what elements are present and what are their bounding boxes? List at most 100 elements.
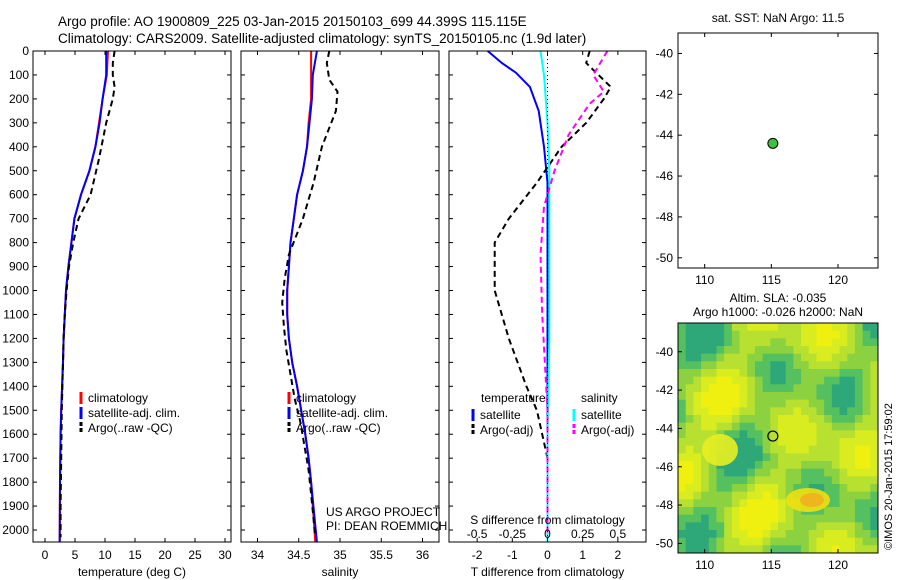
- sla-cell: [762, 507, 771, 516]
- sla-cell: [824, 445, 833, 454]
- difference-profile-xtick-label: 1: [579, 548, 586, 562]
- sla-cell: [701, 468, 710, 477]
- sla-cell: [870, 422, 878, 431]
- sla-cell: [831, 445, 841, 454]
- sla-cell: [831, 491, 841, 500]
- sla-cell: [762, 399, 771, 408]
- sla-cell: [816, 399, 825, 408]
- sla-cell: [762, 407, 771, 416]
- sla-cell: [739, 399, 748, 408]
- sla-cell: [870, 445, 878, 454]
- sla-cell: [831, 399, 841, 408]
- sla-cell: [854, 338, 864, 347]
- sla-cell: [731, 384, 741, 393]
- sla-cell: [870, 537, 878, 546]
- sla-cell: [708, 376, 718, 385]
- sla-cell: [778, 330, 787, 339]
- diff-salinity-tick-label: -0.5: [467, 527, 488, 541]
- sla-cell: [824, 514, 833, 523]
- sla-cell: [685, 384, 694, 393]
- sla-cell: [824, 530, 833, 539]
- sla-cell: [739, 530, 748, 539]
- sla-cell: [862, 438, 871, 447]
- sla-cell: [739, 514, 748, 523]
- sla-cell: [839, 430, 848, 439]
- sla-cell: [847, 491, 856, 500]
- sla-cell: [678, 545, 687, 553]
- sla-cell: [754, 507, 764, 516]
- sla-cell: [747, 353, 756, 362]
- sla-cell: [801, 407, 810, 416]
- sla-cell: [808, 399, 818, 408]
- sla-cell: [801, 445, 810, 454]
- sla-cell: [801, 323, 810, 332]
- sla-cell: [870, 346, 878, 355]
- sla-cell: [716, 323, 725, 332]
- sla-cell: [724, 545, 733, 553]
- sla-cell: [747, 491, 756, 500]
- sla-cell: [716, 330, 725, 339]
- sla-cell: [678, 415, 687, 424]
- sla-cell: [754, 499, 764, 508]
- temperature-profile-xtick-label: 10: [98, 548, 112, 562]
- sla-cell: [808, 484, 818, 493]
- sla-cell: [816, 330, 825, 339]
- sla-cell: [770, 430, 779, 439]
- sla-cell: [808, 392, 818, 401]
- sla-cell: [847, 537, 856, 546]
- sst-map-ytick-label: -44: [656, 128, 674, 142]
- sla-cell: [770, 453, 779, 462]
- sla-cell: [747, 507, 756, 516]
- sla-cell: [708, 323, 718, 332]
- sla-cell: [785, 484, 794, 493]
- sla-cell: [701, 484, 710, 493]
- difference-profile-xlabel: T difference from climatology: [471, 565, 625, 579]
- sst-map-ytick-label: -46: [656, 169, 674, 183]
- sla-cell: [778, 422, 787, 431]
- sla-cell: [731, 369, 741, 378]
- sla-cell: [716, 507, 725, 516]
- sla-cell: [801, 461, 810, 470]
- sla-cell: [754, 346, 764, 355]
- sla-cell: [739, 545, 748, 553]
- sla-cell: [708, 415, 718, 424]
- sla-cell: [770, 445, 779, 454]
- sla-cell: [785, 338, 794, 347]
- sla-cell: [801, 369, 810, 378]
- sla-cell: [870, 484, 878, 493]
- sla-cell: [716, 476, 725, 485]
- sla-cell: [847, 514, 856, 523]
- sla-cell: [754, 376, 764, 385]
- sla-cell: [701, 399, 710, 408]
- depth-tick-label: 300: [9, 116, 29, 130]
- sla-cell: [770, 392, 779, 401]
- sla-cell: [808, 415, 818, 424]
- sst-map-ytick-label: -48: [656, 210, 674, 224]
- sla-cell: [801, 376, 810, 385]
- sla-cell: [685, 507, 694, 516]
- sla-cell: [693, 353, 702, 362]
- sla-cell: [739, 338, 748, 347]
- depth-tick-label: 800: [9, 236, 29, 250]
- sla-cell: [747, 499, 756, 508]
- sla-cell: [862, 468, 871, 477]
- depth-tick-label: 1400: [2, 379, 29, 393]
- sla-cell: [831, 514, 841, 523]
- sla-cell: [701, 384, 710, 393]
- sla-cell: [770, 499, 779, 508]
- sla-cell: [693, 507, 702, 516]
- sla-cell: [762, 445, 771, 454]
- sla-cell: [839, 445, 848, 454]
- sla-cell: [785, 323, 794, 332]
- sla-cell: [778, 545, 787, 553]
- sla-cell: [801, 422, 810, 431]
- sla-cell: [793, 530, 802, 539]
- sla-cell: [854, 499, 864, 508]
- sla-cell: [693, 338, 702, 347]
- sla-cell: [808, 514, 818, 523]
- sla-cell: [778, 407, 787, 416]
- sla-cell: [770, 376, 779, 385]
- sla-cell: [862, 330, 871, 339]
- sla-cell: [762, 430, 771, 439]
- sla-cell: [739, 361, 748, 370]
